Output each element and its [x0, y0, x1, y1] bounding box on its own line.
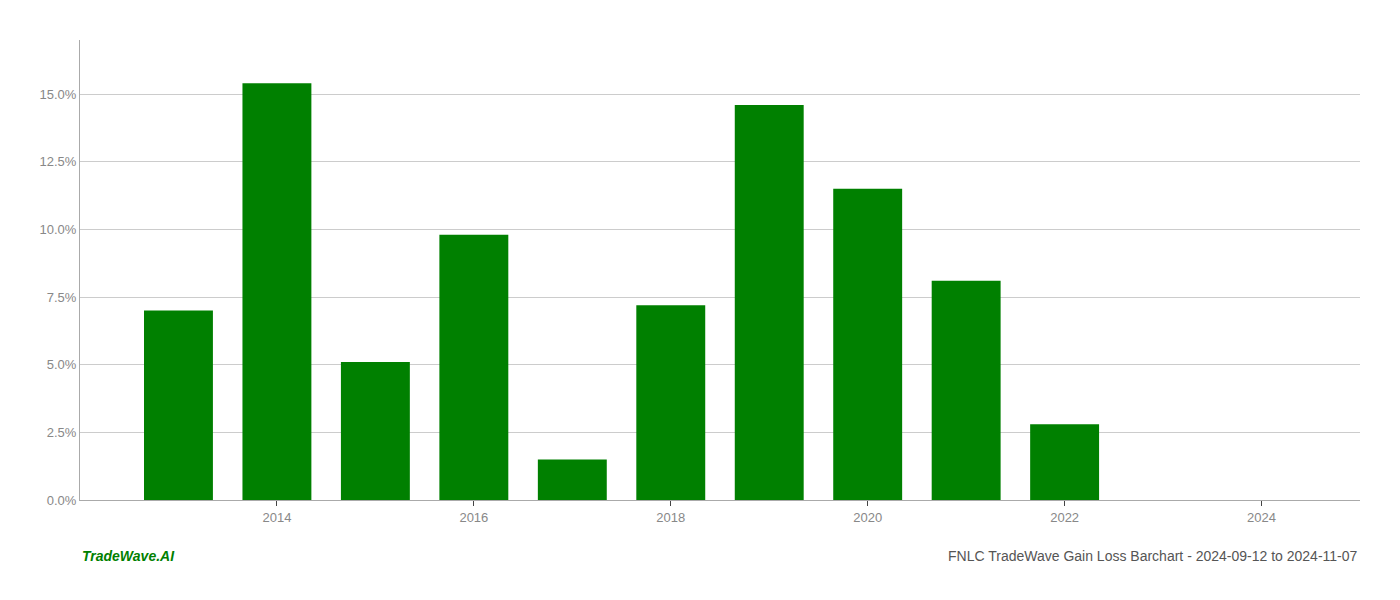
svg-text:FNLC TradeWave Gain Loss Barch: FNLC TradeWave Gain Loss Barchart - 2024… — [948, 548, 1358, 564]
svg-text:2016: 2016 — [459, 510, 488, 525]
svg-text:2.5%: 2.5% — [47, 425, 77, 440]
svg-text:12.5%: 12.5% — [40, 154, 77, 169]
svg-text:TradeWave.AI: TradeWave.AI — [82, 548, 175, 564]
svg-text:2018: 2018 — [656, 510, 685, 525]
svg-text:5.0%: 5.0% — [47, 357, 77, 372]
svg-text:10.0%: 10.0% — [40, 222, 77, 237]
svg-text:2014: 2014 — [262, 510, 291, 525]
svg-text:7.5%: 7.5% — [47, 290, 77, 305]
svg-text:0.0%: 0.0% — [47, 493, 77, 508]
svg-text:2024: 2024 — [1247, 510, 1276, 525]
svg-text:2022: 2022 — [1050, 510, 1079, 525]
svg-text:15.0%: 15.0% — [40, 87, 77, 102]
svg-text:2020: 2020 — [853, 510, 882, 525]
